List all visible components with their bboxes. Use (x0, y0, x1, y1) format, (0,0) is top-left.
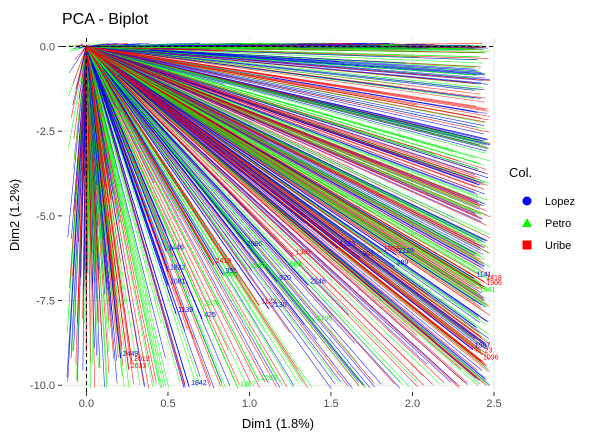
point-label-920: 920 (279, 275, 291, 282)
point-label-1418: 1418 (486, 275, 502, 282)
point-label-1081: 1081 (170, 278, 186, 285)
point-label-1796: 1796 (317, 316, 333, 323)
point-label-2246: 2246 (310, 278, 326, 285)
point-label-1096: 1096 (483, 355, 499, 362)
point-label-1842: 1842 (191, 380, 207, 387)
point-label-2033: 2033 (131, 363, 147, 370)
point-label-2526: 2526 (204, 300, 220, 307)
x-tick-label: 2.5 (486, 398, 501, 410)
point-label-1900: 1900 (222, 272, 238, 279)
point-label-1139: 1139 (178, 307, 193, 314)
point-label-1207: 1207 (240, 382, 256, 389)
point-label-2419: 2419 (216, 258, 232, 265)
x-tick-label: 1.5 (323, 398, 338, 410)
y-tick-label: -2.5 (36, 126, 55, 138)
x-tick-label: 0.0 (79, 398, 94, 410)
point-label-1503: 1503 (384, 246, 400, 253)
y-tick-label: -5.0 (36, 211, 55, 223)
x-axis-label: Dim1 (1.8%) (242, 416, 314, 431)
x-tick-label: 1.0 (242, 398, 257, 410)
point-label-1123: 1123 (261, 299, 276, 306)
point-label-1283: 1283 (340, 241, 356, 248)
point-label-1841: 1841 (480, 287, 496, 294)
y-axis-label: Dim2 (1.2%) (7, 179, 22, 251)
legend-key-uribe (523, 241, 532, 250)
chart-title: PCA - Biplot (62, 11, 149, 28)
legend-key-lopez (523, 197, 532, 206)
legend-label-uribe: Uribe (545, 240, 571, 252)
point-label-2265: 2265 (261, 375, 277, 382)
y-tick-label: -7.5 (36, 296, 55, 308)
legend-title: Col. (509, 165, 532, 180)
x-tick-label: 2.0 (405, 398, 420, 410)
point-label-1305: 1305 (295, 249, 311, 256)
legend-label-lopez: Lopez (545, 196, 575, 208)
legend-items: Lopez Petro Uribe (522, 196, 575, 252)
point-label-389: 389 (397, 260, 409, 267)
x-tick-label: 0.5 (160, 398, 175, 410)
point-label-1588: 1588 (286, 261, 302, 268)
legend-label-petro: Petro (545, 218, 571, 230)
y-tick-label: -10.0 (30, 380, 55, 392)
point-label-1369: 1369 (250, 263, 266, 270)
y-tick-label: 0.0 (40, 41, 55, 53)
point-label-907: 907 (362, 251, 374, 258)
